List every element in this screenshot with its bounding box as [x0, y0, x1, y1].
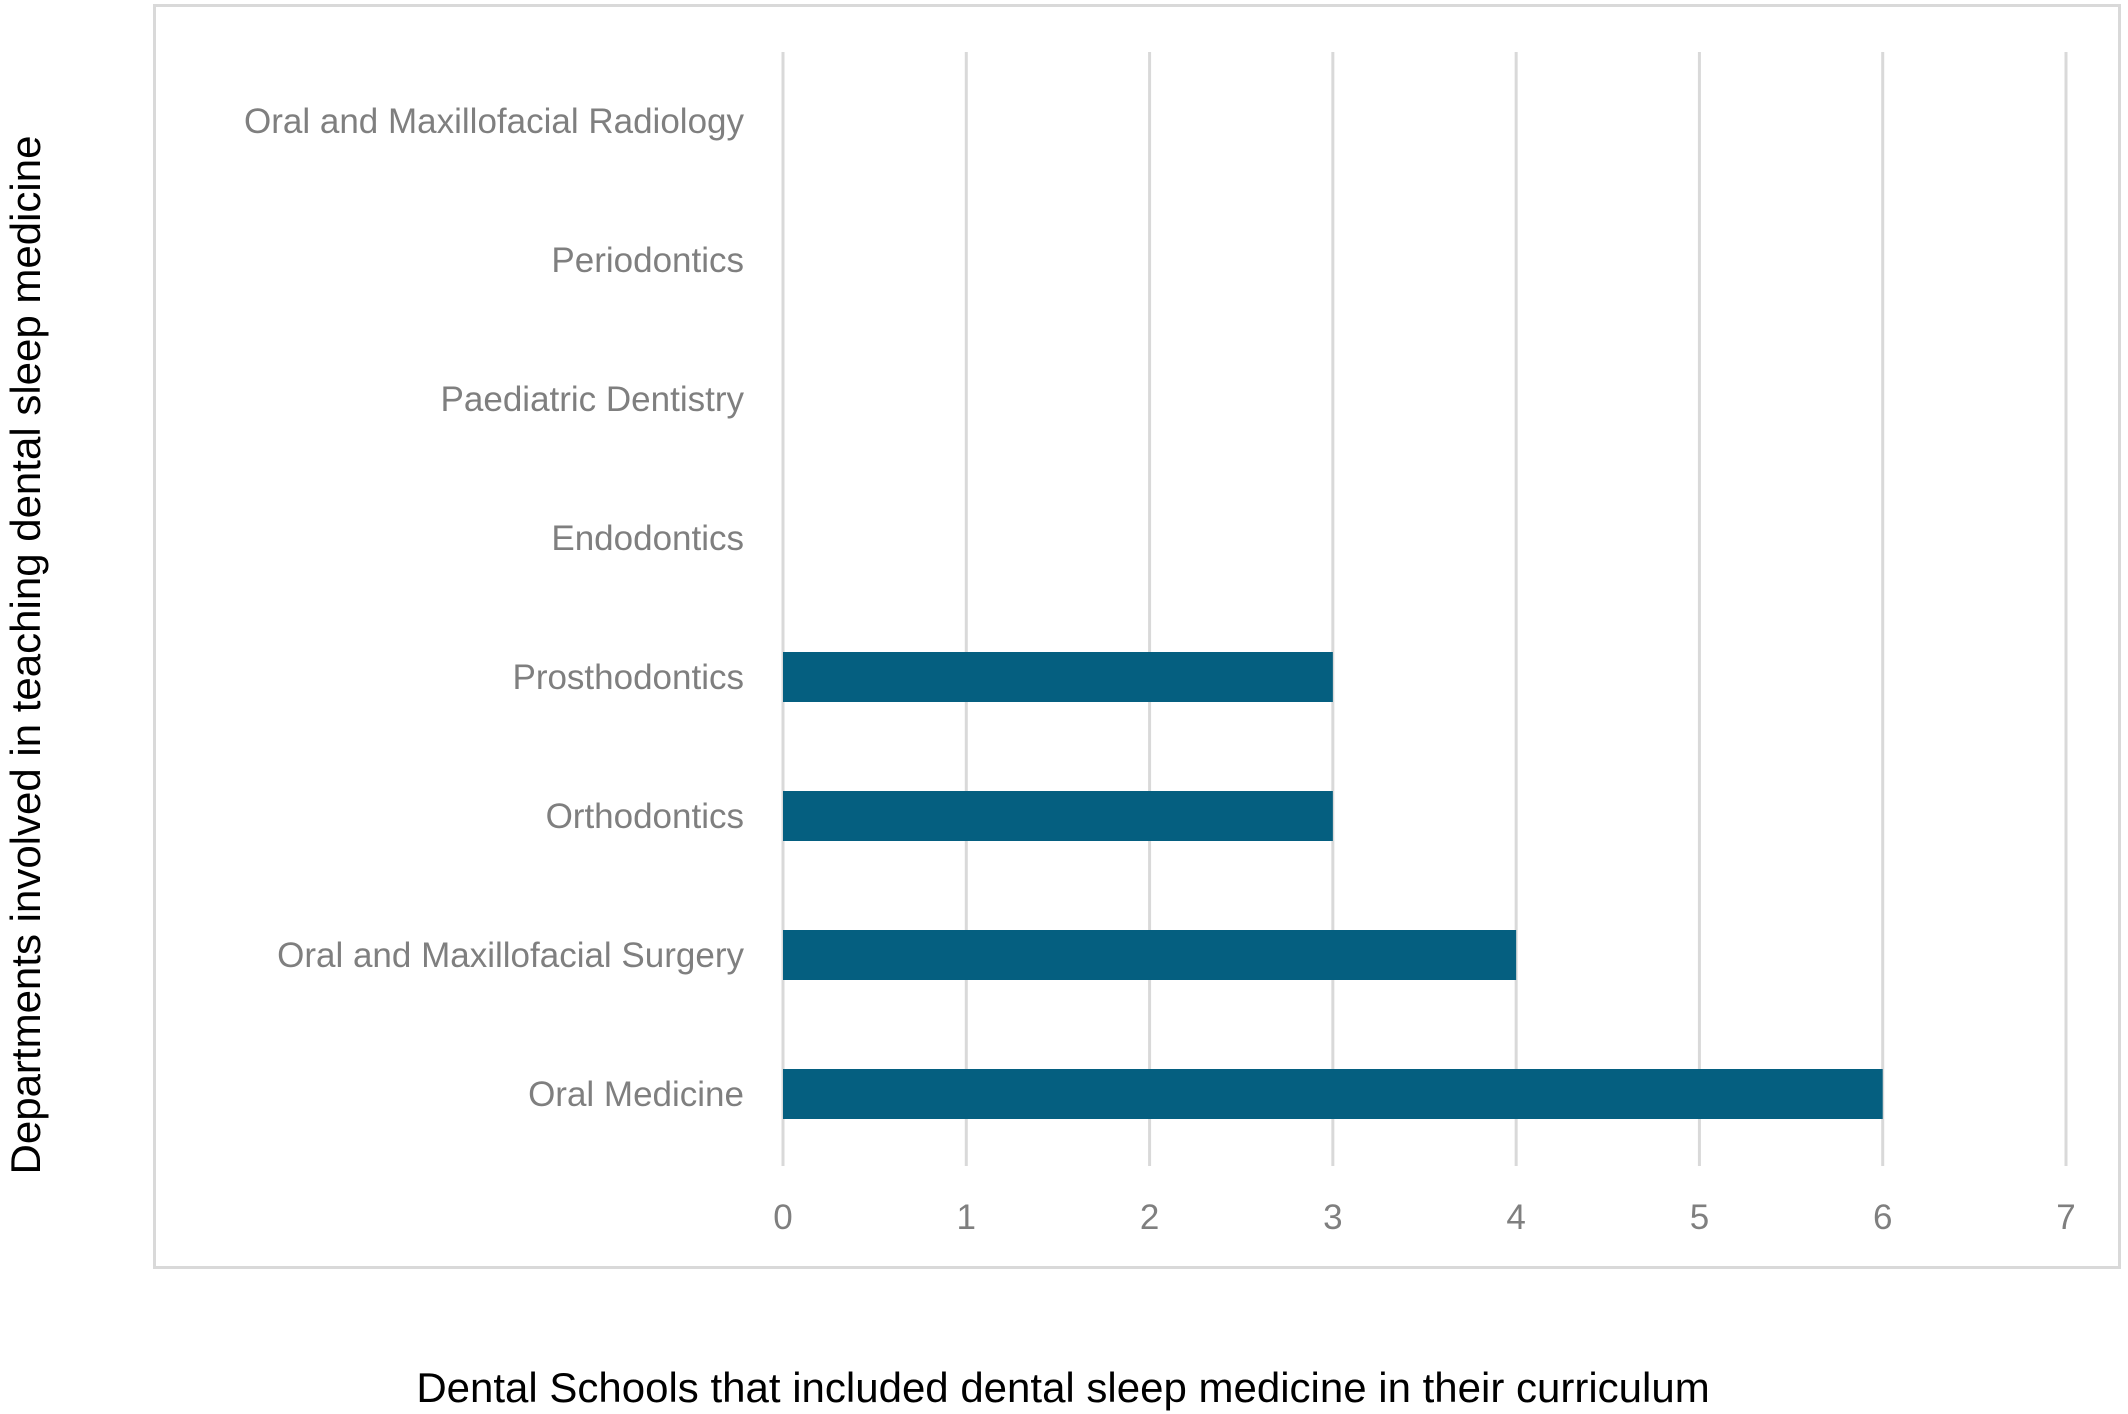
x-tick-label-3: 3 — [1323, 1198, 1342, 1237]
category-label-paediatric-dentistry: Paediatric Dentistry — [441, 380, 745, 419]
x-tick-label-1: 1 — [957, 1198, 976, 1237]
bar-orthodontics — [783, 791, 1333, 841]
x-axis-title: Dental Schools that included dental slee… — [416, 1364, 1709, 1411]
x-tick-label-6: 6 — [1873, 1198, 1892, 1237]
bar-oral-medicine — [783, 1069, 1883, 1119]
bars — [783, 652, 1883, 1119]
y-axis-title: Departments involved in teaching dental … — [2, 136, 49, 1175]
category-label-prosthodontics: Prosthodontics — [512, 658, 744, 697]
category-label-periodontics: Periodontics — [551, 241, 744, 280]
x-tick-label-0: 0 — [773, 1198, 792, 1237]
bar-oral-and-maxillofacial-surgery — [783, 930, 1517, 980]
chart-frame — [153, 4, 2121, 1269]
category-label-oral-medicine: Oral Medicine — [528, 1075, 744, 1114]
gridlines — [781, 52, 2068, 1166]
x-tick-labels: 0 1 2 3 4 5 6 7 — [773, 1198, 2075, 1237]
x-tick-label-2: 2 — [1140, 1198, 1159, 1237]
x-tick-label-7: 7 — [2056, 1198, 2075, 1237]
x-tick-label-5: 5 — [1690, 1198, 1709, 1237]
category-label-oral-and-maxillofacial-surgery: Oral and Maxillofacial Surgery — [277, 936, 744, 975]
category-label-oral-and-maxillofacial-radiology: Oral and Maxillofacial Radiology — [244, 102, 744, 141]
x-tick-label-4: 4 — [1506, 1198, 1525, 1237]
category-label-endodontics: Endodontics — [551, 519, 744, 558]
bar-prosthodontics — [783, 652, 1333, 702]
category-labels: Oral and Maxillofacial Radiology Periodon… — [244, 102, 744, 1114]
category-label-orthodontics: Orthodontics — [546, 797, 744, 836]
